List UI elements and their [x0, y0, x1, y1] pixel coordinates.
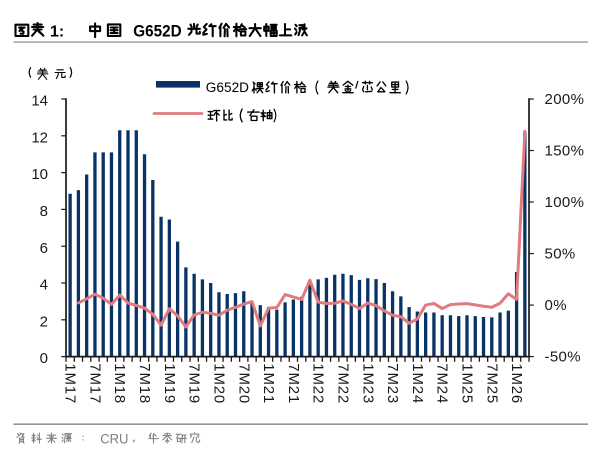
- svg-text:1M23: 1M23: [359, 363, 376, 404]
- svg-text:0%: 0%: [545, 297, 567, 314]
- svg-text:1M20: 1M20: [210, 363, 227, 404]
- svg-text:1:: 1:: [50, 24, 64, 41]
- svg-text:7M25: 7M25: [483, 363, 500, 404]
- svg-text:12: 12: [31, 129, 48, 146]
- svg-text:2: 2: [40, 313, 48, 330]
- svg-text:1M21: 1M21: [260, 363, 277, 404]
- svg-text:1M25: 1M25: [458, 363, 475, 404]
- svg-text:7M17: 7M17: [86, 363, 103, 404]
- svg-text:G652D: G652D: [206, 80, 249, 96]
- svg-text:1M24: 1M24: [409, 363, 426, 404]
- svg-text:4: 4: [40, 277, 48, 294]
- svg-text:1M26: 1M26: [508, 363, 525, 404]
- svg-text:1M18: 1M18: [111, 363, 128, 404]
- svg-text:0: 0: [40, 350, 48, 367]
- svg-text:7M18: 7M18: [136, 363, 153, 404]
- svg-text:8: 8: [40, 203, 48, 220]
- svg-text:6: 6: [40, 240, 48, 257]
- svg-text:1M19: 1M19: [161, 363, 178, 404]
- svg-text:7M24: 7M24: [434, 363, 451, 404]
- svg-text:G652D: G652D: [133, 22, 181, 41]
- svg-text:7M23: 7M23: [384, 363, 401, 404]
- svg-text:10: 10: [31, 166, 48, 183]
- svg-text:200%: 200%: [545, 91, 585, 108]
- svg-text:14: 14: [31, 93, 48, 110]
- svg-text:1M22: 1M22: [310, 363, 327, 404]
- svg-text:-50%: -50%: [545, 348, 581, 365]
- svg-text:7M20: 7M20: [235, 363, 252, 404]
- svg-text:1M17: 1M17: [62, 363, 79, 404]
- svg-text:100%: 100%: [545, 194, 585, 211]
- svg-text:CRU: CRU: [100, 431, 128, 446]
- svg-text:7M22: 7M22: [334, 363, 351, 404]
- svg-text:150%: 150%: [545, 142, 585, 159]
- svg-text:7M21: 7M21: [285, 363, 302, 404]
- svg-text:7M19: 7M19: [186, 363, 203, 404]
- svg-text:50%: 50%: [545, 245, 576, 262]
